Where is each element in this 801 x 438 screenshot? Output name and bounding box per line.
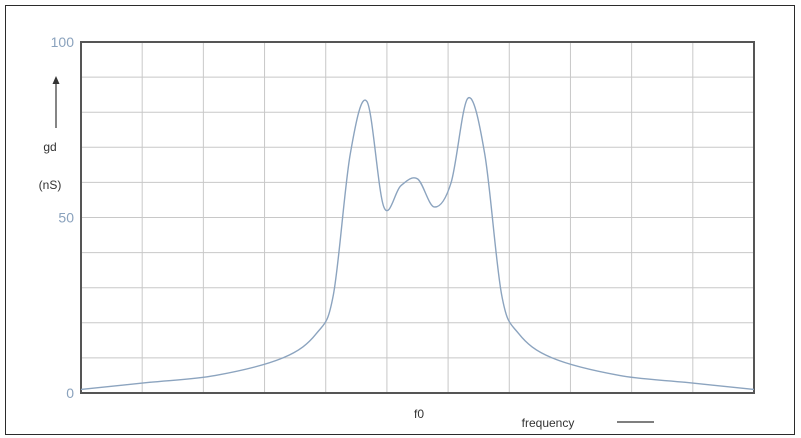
y-tick-label: 0 (66, 385, 74, 401)
y-axis-label-line-2: (nS) (39, 178, 62, 192)
chart-frame (5, 5, 795, 435)
center-frequency-label: f0 (414, 407, 424, 421)
group-delay-curve (80, 97, 755, 391)
y-tick-labels: 0 50 100 (51, 34, 75, 401)
y-axis-arrow-head-icon (52, 76, 60, 84)
plot-area-border (80, 41, 755, 394)
y-axis-label-line-1: gd (43, 140, 56, 154)
y-tick-label: 50 (58, 210, 74, 226)
grid (81, 42, 754, 393)
x-axis-label: frequency (522, 416, 575, 430)
y-tick-label: 100 (51, 34, 75, 50)
